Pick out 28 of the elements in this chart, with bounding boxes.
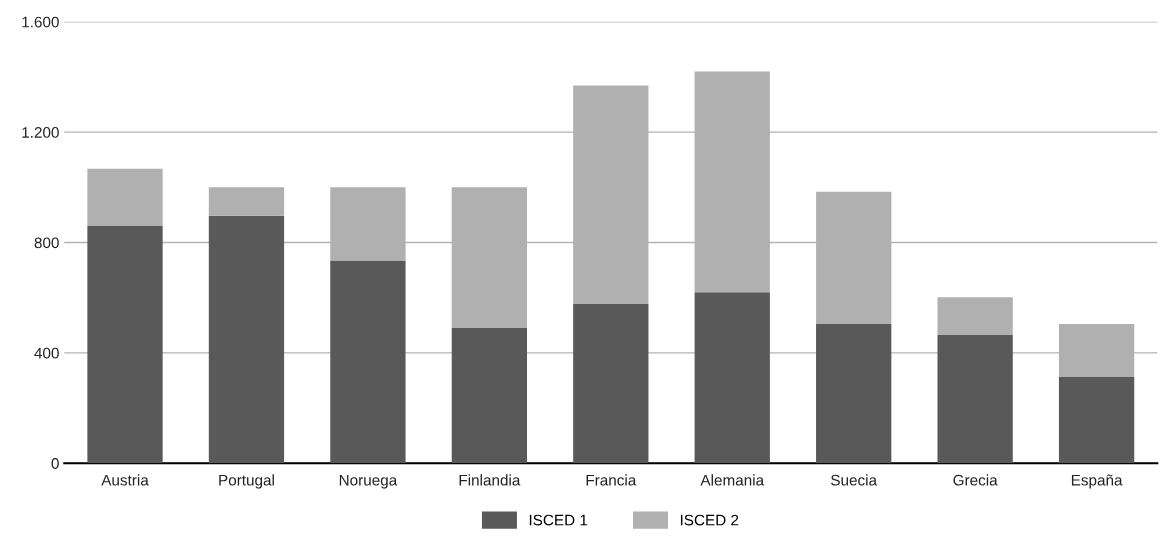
bar [694,292,770,464]
bar [87,225,163,464]
bar [208,187,285,216]
x-tick-label: Austria [101,474,149,486]
y-tick-label: 0 [51,458,59,469]
bar [816,323,892,464]
x-tick-label: Francia [586,474,637,486]
x-tick-label: Noruega [339,474,398,489]
x-tick-label: Alemania [700,474,765,486]
bar [937,334,1013,464]
bar [330,260,406,464]
y-tick-label: 1.200 [22,127,59,138]
bar [87,168,163,226]
x-tick-label: Grecia [953,474,998,486]
x-tick-label: Finlandia [459,474,521,486]
y-tick-label: 800 [34,237,59,249]
legend-label: ISCED 1 [529,514,588,526]
y-tick-label: 1.600 [22,16,59,28]
bar [937,297,1013,335]
bar [451,328,527,464]
bar [208,215,285,464]
x-tick-label: Portugal [219,474,274,489]
bar [573,304,649,464]
legend-label: ISCED 2 [680,514,739,526]
x-tick-label: España [1071,474,1123,489]
bar [1058,376,1135,464]
x-tick-label: Suecia [831,474,878,486]
y-tick-label: 400 [34,347,59,359]
